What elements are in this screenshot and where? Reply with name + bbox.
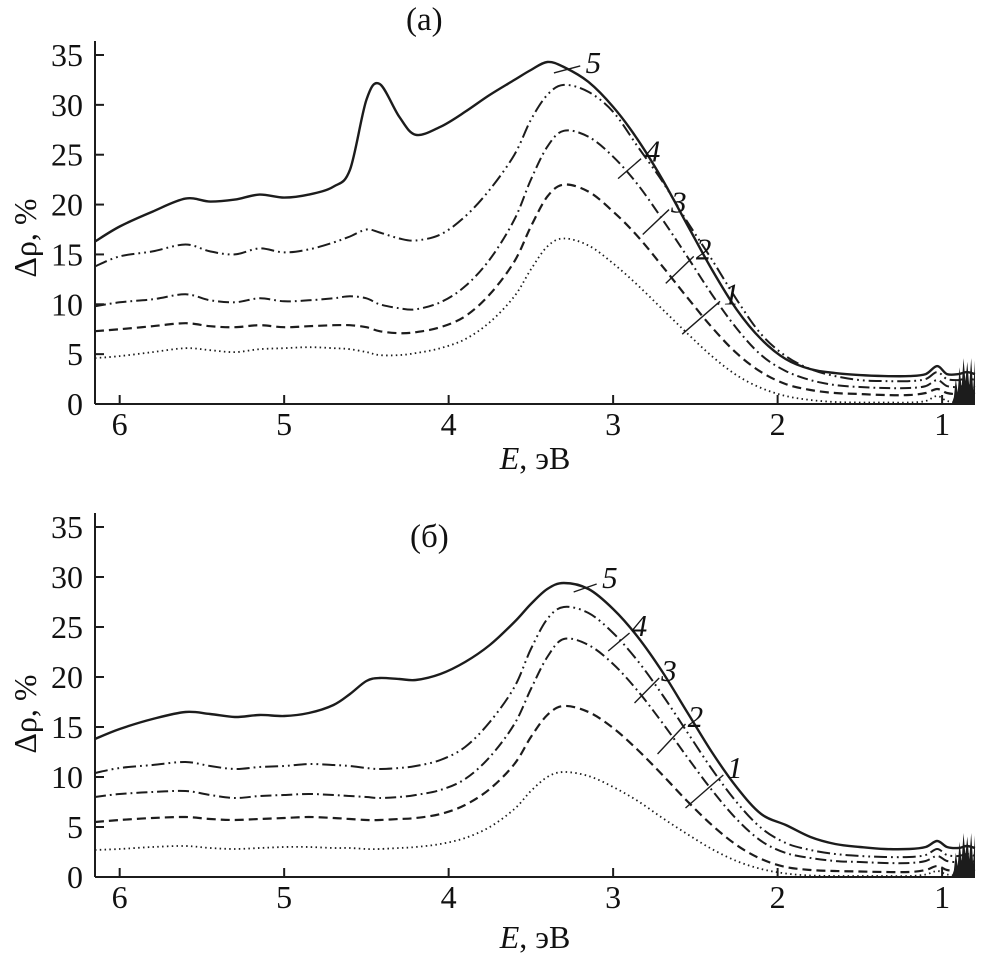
curve-3 xyxy=(94,129,976,390)
y-tick-label: 30 xyxy=(51,87,83,123)
curve-4 xyxy=(94,83,976,383)
y-tick-label: 15 xyxy=(51,709,83,745)
curve-4-leader-line xyxy=(607,632,631,652)
x-tick-label: 4 xyxy=(441,879,457,915)
curve-label-1: 1 xyxy=(724,276,740,311)
y-tick-label: 0 xyxy=(67,859,83,895)
y-tick-label: 10 xyxy=(51,759,83,795)
panel-a-x-axis-label: E, эВ xyxy=(95,440,975,476)
x-tick-label: 2 xyxy=(770,879,786,915)
curve-2 xyxy=(94,704,976,874)
edge-artifact xyxy=(952,833,975,877)
curve-5 xyxy=(94,60,976,378)
curve-label-5: 5 xyxy=(602,560,618,595)
x-tick-label: 1 xyxy=(934,406,950,442)
y-tick-label: 35 xyxy=(51,509,83,545)
curve-3 xyxy=(94,637,976,865)
curve-5-leader-line xyxy=(553,65,581,74)
y-tick-label: 25 xyxy=(51,137,83,173)
panel-b-title: (б) xyxy=(410,519,449,555)
curve-label-1: 1 xyxy=(727,750,743,785)
panel-a-y-axis-label: Δρ, % xyxy=(7,198,43,278)
x-axis-variable: E xyxy=(499,919,520,955)
curve-2-leader-line xyxy=(665,255,695,284)
curve-1-leader-line xyxy=(685,774,724,809)
y-tick-label: 5 xyxy=(67,809,83,845)
curve-2-leader-line xyxy=(657,723,687,755)
y-tick-label: 15 xyxy=(51,236,83,272)
x-tick-label: 6 xyxy=(112,879,128,915)
curve-4 xyxy=(94,605,976,859)
x-axis-unit: , эВ xyxy=(519,919,571,955)
panel-b-x-axis-label: E, эВ xyxy=(95,919,975,955)
curve-2 xyxy=(94,183,976,397)
panel-b-y-axis-label: Δρ, % xyxy=(7,674,43,754)
x-tick-label: 5 xyxy=(276,406,292,442)
x-axis-unit: , эВ xyxy=(519,440,571,476)
x-tick-label: 4 xyxy=(441,406,457,442)
y-tick-label: 30 xyxy=(51,559,83,595)
curve-1 xyxy=(94,771,976,878)
edge-artifact xyxy=(952,358,975,404)
x-tick-label: 3 xyxy=(605,406,621,442)
x-tick-label: 6 xyxy=(112,406,128,442)
y-tick-label: 35 xyxy=(51,37,83,73)
curve-label-5: 5 xyxy=(586,45,602,80)
curve-label-3: 3 xyxy=(660,653,677,688)
x-axis-variable: E xyxy=(499,440,520,476)
curve-1-leader-line xyxy=(681,300,721,335)
y-tick-label: 0 xyxy=(67,386,83,422)
panel-b: 0 5 10 15 20 25 30 35 6 5 4 3 2 1 5 4 3 2 1 (б) Δρ, % E, э… xyxy=(0,489,982,979)
curve-1 xyxy=(94,237,976,404)
y-tick-label: 25 xyxy=(51,609,83,645)
y-tick-label: 10 xyxy=(51,286,83,322)
curve-label-2: 2 xyxy=(688,699,704,734)
y-tick-label: 5 xyxy=(67,336,83,372)
curve-label-3: 3 xyxy=(670,185,687,220)
curve-5-leader-line xyxy=(573,583,597,593)
y-tick-label: 20 xyxy=(51,187,83,223)
x-tick-label: 3 xyxy=(605,879,621,915)
panel-a-title: (a) xyxy=(406,2,443,38)
curve-3-leader-line xyxy=(634,677,660,704)
x-tick-label: 2 xyxy=(770,406,786,442)
curve-3-leader-line xyxy=(642,209,670,235)
curve-label-2: 2 xyxy=(696,231,712,266)
y-tick-label: 20 xyxy=(51,659,83,695)
x-tick-label: 5 xyxy=(276,879,292,915)
curve-label-4: 4 xyxy=(645,134,661,169)
curve-4-leader-line xyxy=(617,158,642,180)
curve-5 xyxy=(94,581,976,851)
curve-label-4: 4 xyxy=(632,608,648,643)
panel-a: 0 5 10 15 20 25 30 35 6 5 4 3 2 1 5 4 3 2 1 (a) Δρ, % E, э… xyxy=(0,0,982,489)
x-tick-label: 1 xyxy=(934,879,950,915)
